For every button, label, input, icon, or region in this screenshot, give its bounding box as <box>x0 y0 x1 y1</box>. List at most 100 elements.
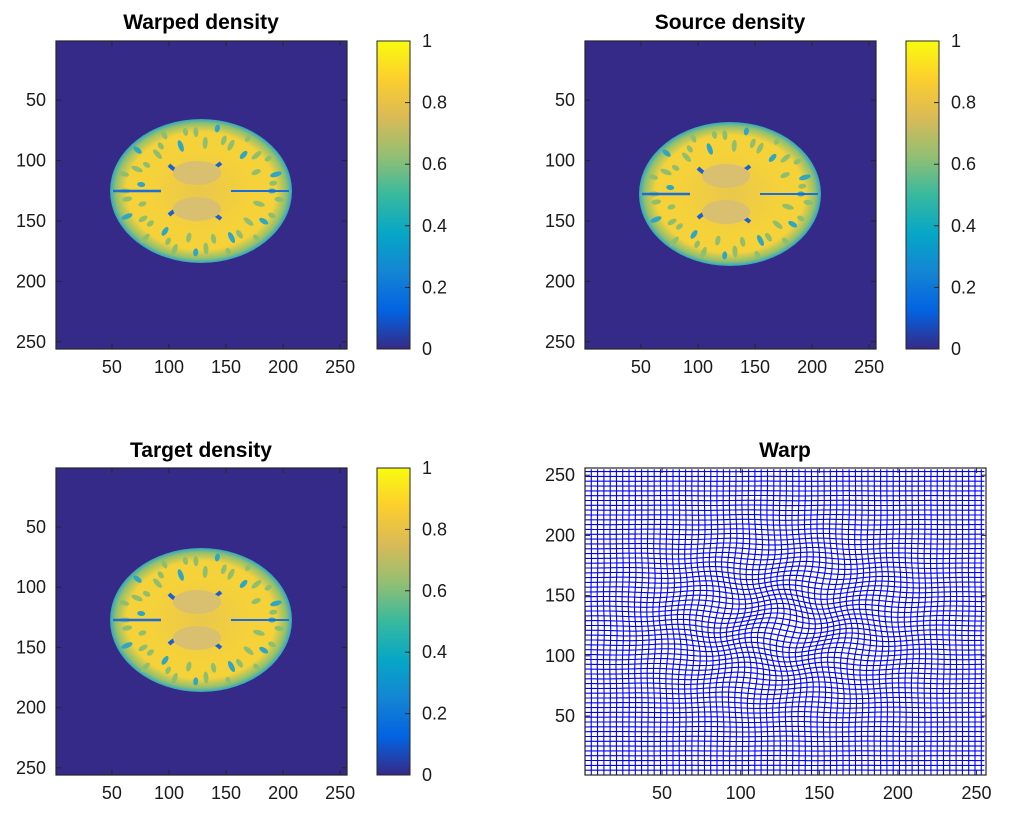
cortex-fold <box>264 584 272 591</box>
cortex-fold <box>182 127 189 136</box>
cortex-fold <box>202 565 208 578</box>
cortex-fold <box>268 641 276 648</box>
brain-image <box>110 119 292 263</box>
cortex-fold <box>193 556 199 567</box>
y-axis: 50 100 150 200 250 <box>545 465 986 726</box>
warp-grid-line <box>585 720 985 724</box>
y-tick-label: 200 <box>16 698 46 718</box>
cortex-fold <box>671 164 680 171</box>
panel-title: Warp <box>759 439 811 462</box>
cortex-fold <box>182 556 189 565</box>
cortex-fold <box>157 142 164 150</box>
cortex-fold <box>782 237 789 245</box>
warp-grid-line <box>585 523 985 526</box>
x-tick-label: 250 <box>325 783 355 803</box>
warp-grid-line <box>585 551 985 556</box>
cortex-fold <box>202 136 208 149</box>
colorbar <box>905 40 940 350</box>
y-tick-label: 200 <box>545 271 575 291</box>
x-tick-label: 250 <box>962 783 992 803</box>
x-tick-label: 250 <box>854 357 884 377</box>
cortex-fold <box>210 233 217 244</box>
x-tick-label: 50 <box>102 357 122 377</box>
warp-grid-line <box>585 565 985 571</box>
cortex-fold <box>227 232 236 243</box>
cortex-fold <box>186 232 192 243</box>
cortex-fold <box>675 223 683 230</box>
colorbar-tick-label: 0.6 <box>422 581 447 601</box>
cortex-fold <box>756 142 764 154</box>
x-tick-label: 150 <box>804 783 834 803</box>
gray-matter <box>173 197 221 221</box>
cortex-fold <box>153 149 162 159</box>
x-tick-label: 200 <box>268 783 298 803</box>
cortex-fold <box>193 677 199 686</box>
cortex-fold <box>245 563 252 571</box>
cortex-fold <box>193 248 199 257</box>
warp-grid-line <box>585 716 985 719</box>
x-tick-label: 200 <box>268 357 298 377</box>
warp-grid-line <box>585 671 985 677</box>
cortex-fold <box>122 196 133 202</box>
x-tick-label: 200 <box>883 783 913 803</box>
colorbar-tick-label: 0.4 <box>951 216 976 236</box>
warp-grid-line <box>585 556 985 561</box>
x-tick-label: 50 <box>631 357 651 377</box>
cortex-fold <box>667 204 676 210</box>
y-tick-label: 150 <box>545 586 575 606</box>
warp-grid-line <box>585 686 985 691</box>
cortex-fold <box>227 568 235 580</box>
warp-grid-line <box>585 584 985 591</box>
x-axis: 50 100 150 200 250 <box>102 41 355 377</box>
cortex-fold <box>210 662 217 673</box>
cortex-fold <box>214 124 220 133</box>
cortex-fold <box>715 235 721 246</box>
cortex-fold <box>121 213 133 220</box>
colorbar-tick-label: 0.6 <box>422 154 447 174</box>
y-tick-label: 50 <box>26 90 46 110</box>
warp-grid-line <box>585 666 985 672</box>
cortex-fold <box>782 203 794 210</box>
cortex-fold <box>722 251 728 260</box>
colorbar-tick-label: 0.4 <box>422 216 447 236</box>
cortex-fold <box>268 212 276 219</box>
cortex-fold <box>140 662 150 673</box>
cortex-fold <box>193 127 199 138</box>
cortex-fold <box>171 243 178 256</box>
gray-matter <box>173 590 221 614</box>
cortex-fold <box>227 661 236 672</box>
colorbar-axis: 0 0.2 0.4 0.6 0.8 1 <box>405 31 447 359</box>
cortex-fold <box>269 609 278 615</box>
cortex-fold <box>121 642 133 649</box>
y-axis: 50 100 150 200 250 <box>16 90 347 352</box>
brain-image <box>639 122 821 266</box>
y-tick-label: 50 <box>555 90 575 110</box>
warp-grid-line <box>585 676 985 682</box>
cortex-fold <box>274 196 285 203</box>
cortex-fold <box>138 201 147 207</box>
panel-title: Target density <box>130 439 272 462</box>
warp-grid-line <box>585 546 985 551</box>
warp-grid-line <box>585 735 985 738</box>
panel-target-density: Target density 50 100 150 200 250 50 100 150 20… <box>16 439 447 803</box>
cortex-fold <box>731 139 737 152</box>
x-tick-label: 150 <box>740 357 770 377</box>
cortex-fold <box>122 625 133 631</box>
x-axis: 50 100 150 200 250 <box>652 468 992 803</box>
warp-grid-line <box>585 612 985 620</box>
colorbar-tick-label: 0.6 <box>951 154 976 174</box>
x-tick-label: 250 <box>325 357 355 377</box>
cortex-fold <box>669 236 679 247</box>
cortex-fold <box>186 661 192 672</box>
cortex-fold <box>764 232 773 242</box>
cortex-fold <box>803 199 814 206</box>
warp-grid-line <box>585 631 985 639</box>
cortex-fold <box>133 146 142 154</box>
x-tick-label: 50 <box>652 783 672 803</box>
cortex-fold <box>133 575 142 583</box>
y-axis: 50 100 150 200 250 <box>16 517 347 778</box>
y-tick-label: 200 <box>545 525 575 545</box>
cortex-fold <box>131 594 143 602</box>
y-tick-label: 250 <box>545 465 575 485</box>
cortex-fold <box>227 139 235 151</box>
